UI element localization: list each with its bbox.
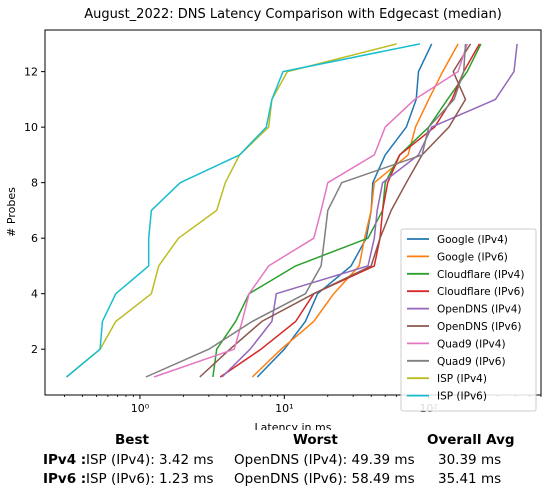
y-tick-label: 6	[31, 232, 38, 245]
legend-label-opendns-ipv6: OpenDNS (IPv6)	[437, 321, 522, 333]
y-axis-label: # Probes	[5, 187, 18, 237]
latency-chart: August_2022: DNS Latency Comparison with…	[0, 0, 548, 430]
legend-label-quad9-ipv6: Quad9 (IPv6)	[437, 356, 506, 368]
legend-label-quad9-ipv4: Quad9 (IPv4)	[437, 338, 506, 350]
legend-label-cloudflare-ipv6: Cloudflare (IPv6)	[437, 286, 524, 298]
summary-worst-ipv4: OpenDNS (IPv4): 49.39 ms	[234, 452, 415, 468]
y-tick-label: 8	[31, 177, 38, 190]
summary-best-ipv6: ISP (IPv6): 1.23 ms	[86, 471, 214, 487]
summary-best-ipv4: ISP (IPv4): 3.42 ms	[86, 452, 214, 468]
x-tick-label: 10¹	[275, 402, 293, 415]
summary-avg-ipv4: 30.39 ms	[438, 452, 501, 468]
summary-header-best: Best	[115, 432, 149, 448]
summary-avg-ipv6: 35.41 ms	[438, 471, 501, 487]
summary-table: Best Worst Overall Avg IPv4 : ISP (IPv4)…	[0, 428, 548, 496]
legend-label-cloudflare-ipv4: Cloudflare (IPv4)	[437, 269, 524, 281]
y-tick-label: 2	[31, 343, 38, 356]
summary-worst-ipv6: OpenDNS (IPv6): 58.49 ms	[234, 471, 415, 487]
legend-label-opendns-ipv4: OpenDNS (IPv4)	[437, 304, 522, 316]
chart-title: August_2022: DNS Latency Comparison with…	[84, 7, 502, 22]
summary-header-worst: Worst	[293, 432, 338, 448]
y-tick-label: 12	[24, 66, 38, 79]
summary-header-avg: Overall Avg	[427, 432, 515, 448]
y-tick-label: 4	[31, 288, 38, 301]
legend-label-isp-ipv6: ISP (IPv6)	[437, 391, 487, 403]
legend-label-google-ipv4: Google (IPv4)	[437, 234, 508, 246]
x-tick-label: 10⁰	[131, 402, 150, 415]
legend-label-isp-ipv4: ISP (IPv4)	[437, 373, 487, 385]
summary-row-label-ipv4: IPv4 :	[43, 452, 86, 468]
legend-label-google-ipv6: Google (IPv6)	[437, 251, 508, 263]
summary-row-label-ipv6: IPv6 :	[43, 471, 86, 487]
legend: Google (IPv4) Google (IPv6) Cloudflare (IP…	[401, 229, 536, 411]
y-tick-label: 10	[24, 121, 38, 134]
